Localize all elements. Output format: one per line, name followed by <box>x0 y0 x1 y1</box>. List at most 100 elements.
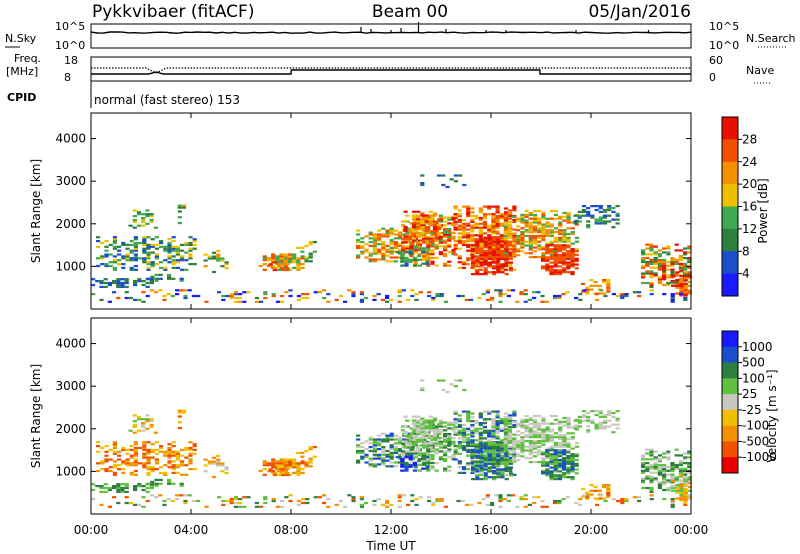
velocity-cell <box>220 462 225 465</box>
velocity-cell <box>581 415 587 419</box>
velocity-cell <box>532 434 538 437</box>
power-cell <box>491 218 496 222</box>
power-cell <box>466 257 471 260</box>
velocity-cell <box>279 462 284 465</box>
velocity-cell <box>413 465 418 468</box>
velocity-cell <box>507 430 512 433</box>
velocity-cell <box>662 456 667 459</box>
power-cell <box>586 220 591 223</box>
power-cell <box>557 265 562 268</box>
power-cell <box>574 250 579 253</box>
power-cell <box>482 222 488 225</box>
power-cell <box>549 250 554 253</box>
velocity-cell <box>411 427 417 430</box>
power-cell <box>447 260 452 263</box>
velocity-cell <box>438 456 443 459</box>
velocity-cell <box>657 483 662 486</box>
power-cell <box>528 236 533 240</box>
power-cell <box>288 294 293 298</box>
velocity-cell <box>300 451 305 455</box>
power-cell <box>422 254 427 258</box>
power-cell <box>566 253 571 257</box>
velocity-cell <box>483 462 488 465</box>
velocity-cell <box>129 448 134 452</box>
power-cell <box>381 233 386 236</box>
power-cell <box>133 280 138 283</box>
power-cell <box>487 265 492 268</box>
freq-panel-frame <box>90 56 692 82</box>
velocity-cell <box>512 441 517 444</box>
velocity-cell <box>503 431 509 434</box>
velocity-cell <box>511 459 517 462</box>
power-cell <box>490 296 495 300</box>
freq-trace <box>91 69 691 75</box>
power-cell <box>149 278 154 281</box>
velocity-cell <box>507 437 512 441</box>
power-cell <box>645 260 650 264</box>
velocity-cell <box>389 503 394 507</box>
velocity-cell <box>570 456 575 460</box>
velocity-cell <box>487 410 492 413</box>
power-cell <box>211 255 217 258</box>
velocity-cell <box>300 460 305 463</box>
velocity-cell <box>577 425 582 428</box>
power-cell <box>428 241 433 244</box>
velocity-cell <box>146 452 151 455</box>
power-cell <box>545 244 550 247</box>
power-cell <box>553 257 558 260</box>
velocity-cell <box>641 479 646 482</box>
power-cell <box>528 221 533 224</box>
power-cell <box>422 253 427 256</box>
freq-tick-bottom: 8 <box>64 71 71 84</box>
power-cell <box>545 231 550 234</box>
velocity-cell <box>146 471 151 475</box>
velocity-cell <box>508 425 513 429</box>
velocity-cell <box>607 413 612 417</box>
power-cell <box>549 248 554 251</box>
velocity-cell <box>99 490 104 494</box>
velocity-cell <box>537 422 542 425</box>
power-cell <box>149 280 154 283</box>
velocity-cell <box>171 460 176 463</box>
power-cell <box>574 257 579 260</box>
velocity-cell <box>129 456 134 459</box>
velocity-cell <box>683 491 688 494</box>
velocity-cell <box>421 456 426 459</box>
power-cell <box>154 243 159 247</box>
velocity-cell <box>393 446 398 449</box>
velocity-cell <box>503 439 508 443</box>
power-cell <box>398 248 403 251</box>
power-cell <box>385 260 390 263</box>
power-cell <box>359 293 364 296</box>
velocity-cell <box>142 462 147 465</box>
power-cell <box>141 224 146 227</box>
power-cell <box>117 259 122 262</box>
power-cell <box>471 250 476 253</box>
power-cell <box>565 291 570 294</box>
power-cell <box>611 226 616 229</box>
power-cell <box>495 226 500 229</box>
power-cell <box>475 261 480 264</box>
velocity-cell <box>447 440 452 443</box>
velocity-cell <box>453 448 458 452</box>
velocity-cell <box>503 446 509 450</box>
power-cell <box>666 283 671 287</box>
velocity-cell <box>146 448 151 452</box>
velocity-cell <box>401 429 406 432</box>
power-cell <box>461 228 467 231</box>
velocity-cell <box>188 454 193 457</box>
velocity-cell <box>558 437 563 441</box>
velocity-cell <box>553 453 558 456</box>
velocity-cell <box>466 437 471 440</box>
power-cell <box>112 259 117 262</box>
velocity-cell <box>420 432 425 436</box>
velocity-cell <box>125 464 130 467</box>
power-cell <box>483 261 488 264</box>
velocity-cell <box>504 462 509 465</box>
velocity-cell <box>687 476 692 479</box>
velocity-cell <box>220 470 225 473</box>
power-cell <box>478 234 483 237</box>
power-cell <box>428 222 433 225</box>
velocity-cell <box>398 449 403 453</box>
power-cell <box>620 296 625 300</box>
